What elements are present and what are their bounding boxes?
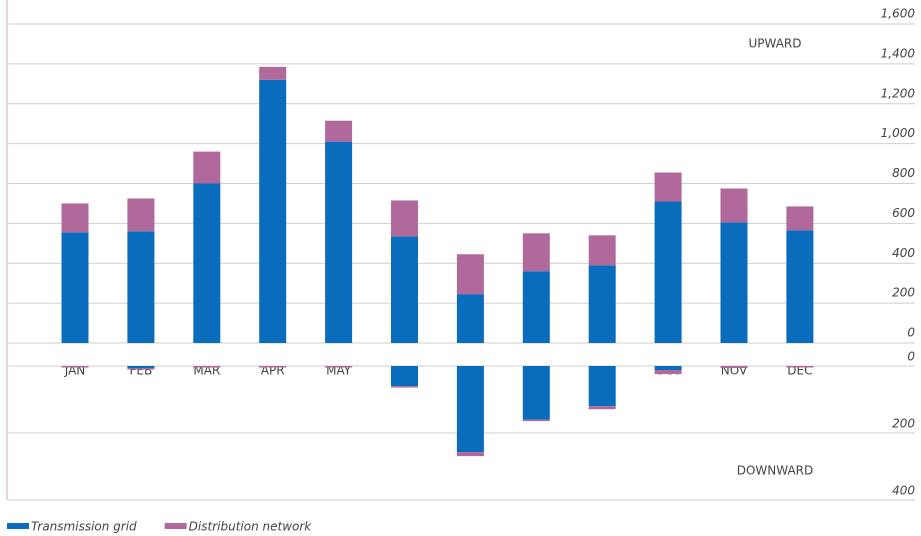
y-tick-label: 0 — [907, 326, 915, 340]
legend-swatch — [164, 523, 187, 529]
bar — [786, 206, 814, 231]
legend-swatch — [7, 523, 29, 529]
bar — [720, 366, 748, 369]
bar — [127, 368, 155, 370]
y-tick-label: 400 — [892, 484, 915, 498]
y-tick-label: 200 — [892, 286, 915, 300]
y-tick-label: 0 — [907, 350, 915, 364]
bar — [720, 188, 748, 223]
bar — [61, 232, 89, 343]
bar — [61, 366, 89, 368]
bar — [259, 79, 287, 343]
bar — [325, 141, 353, 343]
bar — [522, 271, 550, 343]
bar — [588, 366, 616, 407]
bar — [456, 366, 484, 453]
bar — [325, 366, 353, 368]
y-tick-label: 1,000 — [881, 126, 916, 140]
bar — [391, 236, 418, 343]
bar — [456, 254, 484, 295]
bar — [456, 294, 484, 343]
bar — [193, 151, 221, 184]
bar — [720, 222, 748, 343]
bar — [522, 366, 550, 420]
bar — [522, 419, 550, 422]
bar — [654, 366, 682, 371]
bar — [127, 198, 155, 232]
bar — [193, 183, 221, 343]
y-tick-label: 1,200 — [881, 86, 916, 100]
bar — [127, 231, 155, 343]
bar — [391, 366, 418, 387]
bar — [193, 366, 221, 368]
bar — [588, 406, 616, 410]
bar — [588, 235, 616, 266]
bar — [259, 66, 287, 80]
bar — [654, 370, 682, 375]
bar — [654, 172, 682, 202]
legend-label: Distribution network — [189, 520, 313, 534]
y-tick-label: 1,400 — [881, 46, 916, 60]
bar — [654, 201, 682, 343]
bar — [127, 366, 155, 369]
panel-label: UPWARD — [748, 37, 801, 51]
bar — [588, 265, 616, 343]
bar — [522, 233, 550, 272]
bar — [391, 200, 418, 237]
bar — [786, 230, 814, 343]
panel-label: DOWNWARD — [737, 464, 814, 478]
bar — [786, 366, 814, 368]
legend-label: Transmission grid — [31, 520, 137, 534]
y-tick-label: 800 — [892, 166, 915, 180]
y-tick-label: 200 — [892, 417, 915, 431]
y-tick-label: 1,600 — [881, 7, 916, 21]
bar — [61, 203, 89, 233]
y-tick-label: 600 — [892, 206, 915, 220]
bar — [259, 366, 287, 368]
bar — [456, 452, 484, 457]
bar — [325, 120, 353, 142]
bar — [391, 386, 418, 388]
y-tick-label: 400 — [892, 246, 915, 260]
